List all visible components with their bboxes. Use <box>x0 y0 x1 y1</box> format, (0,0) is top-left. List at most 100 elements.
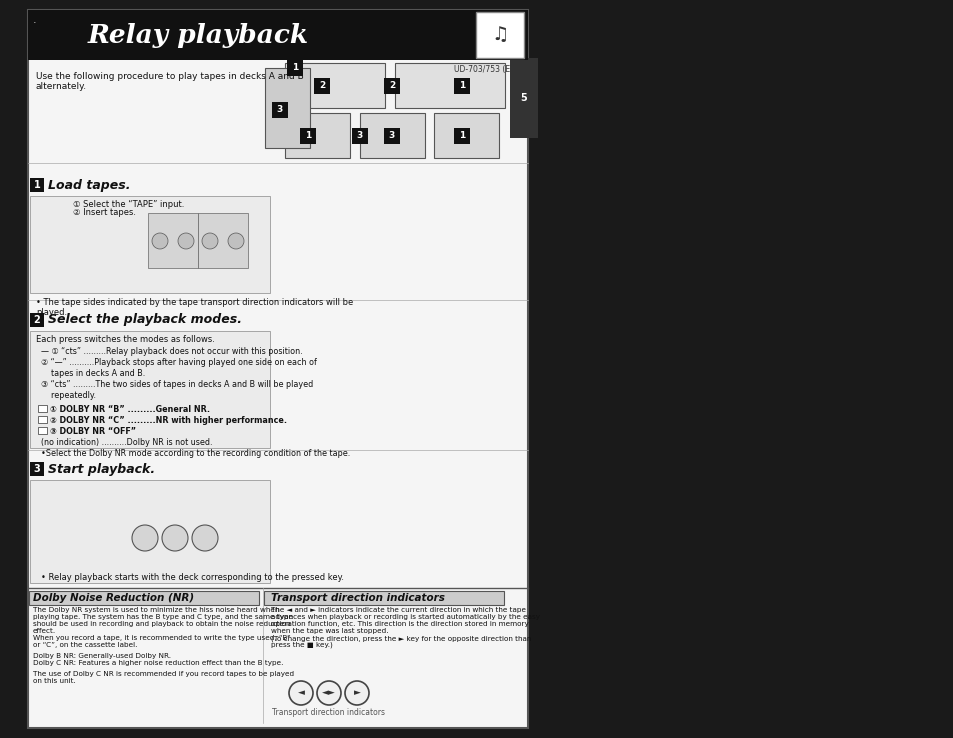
Text: (To change the direction, press the ► key for the opposite direction than: (To change the direction, press the ► ke… <box>271 635 531 641</box>
Bar <box>38 405 47 412</box>
Text: 5: 5 <box>520 93 527 103</box>
Text: ◄►: ◄► <box>322 689 335 697</box>
Bar <box>285 113 350 158</box>
Text: The use of Dolby C NR is recommended if you record tapes to be played: The use of Dolby C NR is recommended if … <box>33 671 294 677</box>
Bar <box>264 591 503 605</box>
Bar <box>314 78 330 94</box>
Text: • Relay playback starts with the deck corresponding to the pressed key.: • Relay playback starts with the deck co… <box>41 573 344 582</box>
Circle shape <box>132 525 158 551</box>
Circle shape <box>192 525 218 551</box>
Text: Load tapes.: Load tapes. <box>48 179 131 191</box>
Circle shape <box>228 233 244 249</box>
Text: 1: 1 <box>292 63 297 72</box>
Text: on this unit.: on this unit. <box>33 678 75 684</box>
Text: UD-703/753 (En): UD-703/753 (En) <box>454 65 517 74</box>
Bar <box>30 178 44 192</box>
Text: ·: · <box>33 18 36 28</box>
Text: Use the following procedure to play tapes in decks A and B
alternately.: Use the following procedure to play tape… <box>36 72 303 92</box>
Text: ◄: ◄ <box>297 689 304 697</box>
Text: 3: 3 <box>33 464 40 474</box>
Bar <box>30 480 270 583</box>
Bar <box>38 427 47 434</box>
Text: ① DOLBY NR “B” .........General NR.: ① DOLBY NR “B” .........General NR. <box>50 405 210 414</box>
Text: 3: 3 <box>356 131 363 140</box>
Text: Dolby B NR: Generally-used Dolby NR.: Dolby B NR: Generally-used Dolby NR. <box>33 653 171 659</box>
Text: 2: 2 <box>318 81 325 91</box>
Text: Transport direction indicators: Transport direction indicators <box>273 708 385 717</box>
Text: Select the playback modes.: Select the playback modes. <box>48 314 242 326</box>
Bar <box>28 10 527 728</box>
Bar <box>384 78 399 94</box>
Text: ② DOLBY NR “C” .........NR with higher performance.: ② DOLBY NR “C” .........NR with higher p… <box>50 416 287 425</box>
Text: or “C”, on the cassette label.: or “C”, on the cassette label. <box>33 642 137 648</box>
Bar <box>454 128 470 144</box>
Bar <box>148 213 198 268</box>
Text: ♫: ♫ <box>491 26 508 44</box>
Bar <box>510 58 537 138</box>
Text: The ◄ and ► indicators indicate the current direction in which the tape: The ◄ and ► indicators indicate the curr… <box>271 607 525 613</box>
Text: 1: 1 <box>458 81 465 91</box>
Text: •Select the Dolby NR mode according to the recording condition of the tape.: •Select the Dolby NR mode according to t… <box>41 449 350 458</box>
Text: 2: 2 <box>33 315 40 325</box>
Text: 2: 2 <box>389 81 395 91</box>
Circle shape <box>178 233 193 249</box>
Text: tapes in decks A and B.: tapes in decks A and B. <box>41 369 145 378</box>
Bar <box>265 68 310 148</box>
Text: Transport direction indicators: Transport direction indicators <box>271 593 444 603</box>
Bar <box>30 196 270 293</box>
Bar <box>359 113 424 158</box>
Circle shape <box>345 681 369 705</box>
Text: repeatedly.: repeatedly. <box>41 391 96 400</box>
Text: The Dolby NR system is used to minimize the hiss noise heard when: The Dolby NR system is used to minimize … <box>33 607 279 613</box>
Text: 1: 1 <box>33 180 40 190</box>
Bar <box>38 416 47 423</box>
Bar <box>395 63 504 108</box>
Bar <box>198 213 248 268</box>
Text: ① Select the “TAPE” input.: ① Select the “TAPE” input. <box>73 200 184 209</box>
Text: advances when playback or recording is started automatically by the easy: advances when playback or recording is s… <box>271 614 539 620</box>
Text: Each press switches the modes as follows.: Each press switches the modes as follows… <box>36 335 214 344</box>
Text: 3: 3 <box>389 131 395 140</box>
Bar <box>384 128 399 144</box>
Circle shape <box>162 525 188 551</box>
Bar <box>352 128 368 144</box>
Circle shape <box>289 681 313 705</box>
Text: ③ DOLBY NR “OFF”: ③ DOLBY NR “OFF” <box>50 427 136 436</box>
Bar <box>30 331 270 448</box>
Text: (no indication) ..........Dolby NR is not used.: (no indication) ..........Dolby NR is no… <box>41 438 213 447</box>
Text: • The tape sides indicated by the tape transport direction indicators will be
pl: • The tape sides indicated by the tape t… <box>36 298 353 317</box>
Bar <box>287 60 303 76</box>
Text: ② “—” ..........Playback stops after having played one side on each of: ② “—” ..........Playback stops after hav… <box>41 358 316 367</box>
Text: 1: 1 <box>305 131 311 140</box>
Bar <box>285 63 385 108</box>
Text: when the tape was last stopped.: when the tape was last stopped. <box>271 628 388 634</box>
Circle shape <box>316 681 340 705</box>
Text: operation function, etc. This direction is the direction stored in memory: operation function, etc. This direction … <box>271 621 528 627</box>
Bar <box>30 462 44 476</box>
Text: press the ■ key.): press the ■ key.) <box>271 642 333 649</box>
Text: Dolby Noise Reduction (NR): Dolby Noise Reduction (NR) <box>33 593 193 603</box>
Bar <box>30 313 44 327</box>
Text: effect.: effect. <box>33 628 56 634</box>
Text: — ① “cts” .........Relay playback does not occur with this position.: — ① “cts” .........Relay playback does n… <box>41 347 302 356</box>
Circle shape <box>152 233 168 249</box>
Text: ③ “cts” .........The two sides of tapes in decks A and B will be played: ③ “cts” .........The two sides of tapes … <box>41 380 313 389</box>
Text: should be used in recording and playback to obtain the noise reduction: should be used in recording and playback… <box>33 621 291 627</box>
Circle shape <box>202 233 218 249</box>
Bar <box>476 12 523 58</box>
Text: Start playback.: Start playback. <box>48 463 155 475</box>
Text: ② Insert tapes.: ② Insert tapes. <box>73 208 136 217</box>
Bar <box>299 128 315 144</box>
Text: Dolby C NR: Features a higher noise reduction effect than the B type.: Dolby C NR: Features a higher noise redu… <box>33 660 283 666</box>
Bar <box>28 10 527 60</box>
Bar <box>454 78 470 94</box>
Text: 3: 3 <box>276 106 283 114</box>
Bar <box>434 113 498 158</box>
Text: Relay playback: Relay playback <box>88 22 309 47</box>
Text: 1: 1 <box>458 131 465 140</box>
Text: ►: ► <box>354 689 360 697</box>
Bar <box>272 102 288 118</box>
Text: When you record a tape, it is recommended to write the type used, “B”: When you record a tape, it is recommende… <box>33 635 291 641</box>
Bar <box>29 591 258 605</box>
Text: playing tape. The system has the B type and C type, and the same type: playing tape. The system has the B type … <box>33 614 293 620</box>
